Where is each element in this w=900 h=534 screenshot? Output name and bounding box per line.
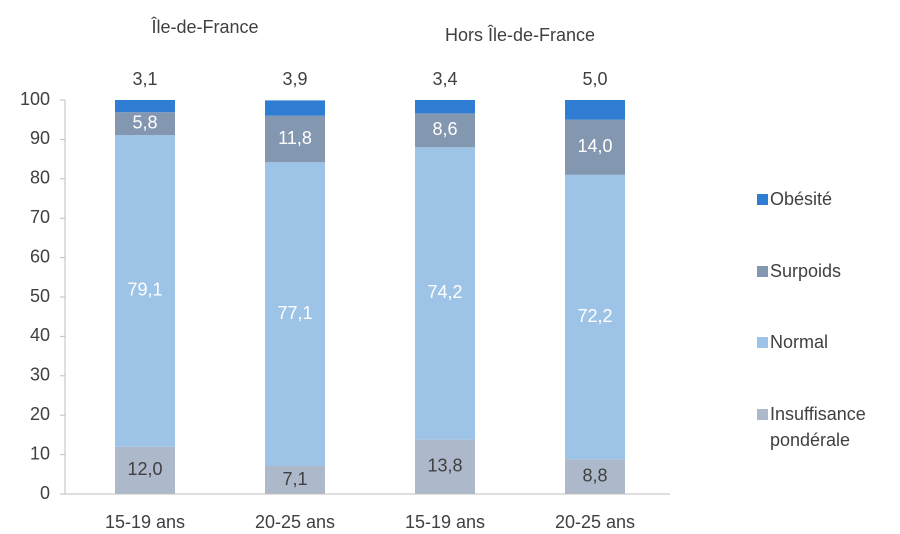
bar-segment <box>565 119 625 175</box>
legend-swatch <box>757 266 768 277</box>
bar-segment <box>415 100 475 114</box>
bar-segment <box>565 459 625 494</box>
bar-segment <box>265 162 325 467</box>
bar-segment <box>565 174 625 460</box>
value-label: 3,9 <box>282 69 307 89</box>
bar-segment <box>265 466 325 494</box>
value-label: 77,1 <box>277 303 312 323</box>
bar-segment <box>115 446 175 494</box>
value-label: 11,8 <box>278 128 312 148</box>
value-label: 72,2 <box>577 306 612 326</box>
bar-segment <box>265 100 325 116</box>
group-label: Île-de-France <box>150 17 258 37</box>
y-tick-label: 30 <box>30 365 50 385</box>
legend-label: Insuffisance pondérale <box>770 404 866 450</box>
y-tick-label: 70 <box>30 207 50 227</box>
legend-label: Surpoids <box>770 261 842 281</box>
y-tick-label: 0 <box>40 483 50 503</box>
bar-segment <box>115 112 175 136</box>
y-tick-label: 80 <box>30 168 50 188</box>
x-tick-label: 15-19 ans <box>405 512 485 532</box>
group-label: Hors Île-de-France <box>445 25 595 45</box>
legend-swatch <box>757 194 768 205</box>
value-label: 7,1 <box>282 469 307 489</box>
bar-segment <box>265 115 325 163</box>
y-tick-label: 50 <box>30 286 50 306</box>
value-label: 79,1 <box>127 280 162 300</box>
y-tick-label: 40 <box>30 325 50 345</box>
legend-swatch <box>757 409 768 420</box>
value-label: 8,8 <box>582 465 607 485</box>
y-tick-label: 60 <box>30 246 50 266</box>
bar-segment <box>415 113 475 148</box>
bar-segment <box>115 135 175 447</box>
bar-segment <box>415 147 475 440</box>
value-label: 3,4 <box>432 69 457 89</box>
x-tick-label: 20-25 ans <box>255 512 335 532</box>
value-label: 8,6 <box>432 119 457 139</box>
value-label: 5,8 <box>132 112 157 132</box>
value-label: 13,8 <box>427 456 462 476</box>
legend-label: Normal <box>770 332 829 352</box>
legend-label: Obésité <box>770 189 833 209</box>
value-label: 3,1 <box>132 69 157 89</box>
value-label: 12,0 <box>127 459 162 479</box>
x-tick-label: 15-19 ans <box>105 512 185 532</box>
x-tick-label: 20-25 ans <box>555 512 635 532</box>
value-label: 14,0 <box>577 136 612 156</box>
y-tick-label: 20 <box>30 404 50 424</box>
bar-segment <box>565 100 625 120</box>
y-tick-label: 100 <box>20 89 50 109</box>
bar-segment <box>115 100 175 113</box>
value-label: 74,2 <box>427 282 462 302</box>
y-tick-label: 10 <box>30 443 50 463</box>
bar-segment <box>415 439 475 494</box>
legend-swatch <box>757 337 768 348</box>
value-label: 5,0 <box>582 69 607 89</box>
y-tick-label: 90 <box>30 128 50 148</box>
